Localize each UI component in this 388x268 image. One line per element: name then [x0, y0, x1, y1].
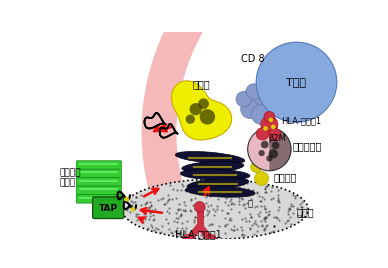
FancyBboxPatch shape [76, 169, 121, 178]
Circle shape [258, 150, 265, 156]
Ellipse shape [180, 169, 250, 180]
Circle shape [198, 98, 209, 109]
Circle shape [244, 85, 268, 110]
Circle shape [241, 100, 259, 118]
Ellipse shape [175, 151, 245, 164]
Polygon shape [269, 128, 291, 171]
Circle shape [272, 142, 279, 149]
Text: 小胞体: 小胞体 [296, 207, 314, 217]
FancyBboxPatch shape [76, 178, 121, 186]
Circle shape [256, 42, 337, 122]
Text: β2M: β2M [268, 134, 286, 143]
Ellipse shape [122, 179, 308, 239]
Circle shape [268, 118, 273, 122]
FancyBboxPatch shape [76, 195, 121, 203]
Ellipse shape [182, 161, 244, 173]
Circle shape [256, 128, 268, 140]
Circle shape [268, 149, 278, 158]
Circle shape [248, 128, 291, 171]
FancyBboxPatch shape [76, 186, 121, 195]
Text: 核: 核 [248, 199, 253, 209]
Polygon shape [142, 0, 346, 214]
Circle shape [199, 109, 215, 125]
Text: HLA-クラス1: HLA-クラス1 [281, 116, 321, 125]
Circle shape [194, 202, 205, 212]
Circle shape [255, 172, 268, 185]
Circle shape [236, 91, 251, 107]
Circle shape [271, 125, 275, 129]
Text: TAP: TAP [99, 204, 118, 213]
Text: 食細胞: 食細胞 [192, 80, 210, 90]
Circle shape [246, 84, 262, 99]
Circle shape [125, 197, 129, 202]
Circle shape [186, 114, 195, 124]
Ellipse shape [185, 186, 255, 197]
Circle shape [251, 162, 262, 172]
Text: ソーム: ソーム [59, 178, 76, 188]
Circle shape [268, 128, 281, 141]
Circle shape [261, 141, 268, 148]
FancyBboxPatch shape [76, 161, 121, 169]
Circle shape [131, 207, 135, 211]
Ellipse shape [187, 178, 249, 190]
Text: リソソーム: リソソーム [293, 141, 322, 151]
Text: T細胞: T細胞 [286, 77, 307, 87]
Circle shape [263, 126, 268, 131]
FancyBboxPatch shape [93, 197, 124, 218]
Text: プロテア: プロテア [59, 169, 81, 178]
Circle shape [266, 155, 272, 162]
Circle shape [264, 111, 275, 122]
Text: CD 8: CD 8 [241, 54, 264, 64]
Polygon shape [171, 81, 232, 140]
Circle shape [261, 116, 278, 133]
Text: HLA-クラス1: HLA-クラス1 [175, 230, 222, 240]
Circle shape [183, 235, 194, 245]
Circle shape [251, 105, 272, 125]
Circle shape [206, 235, 217, 245]
Circle shape [190, 103, 202, 115]
Text: ゴルジ体: ゴルジ体 [273, 172, 297, 182]
